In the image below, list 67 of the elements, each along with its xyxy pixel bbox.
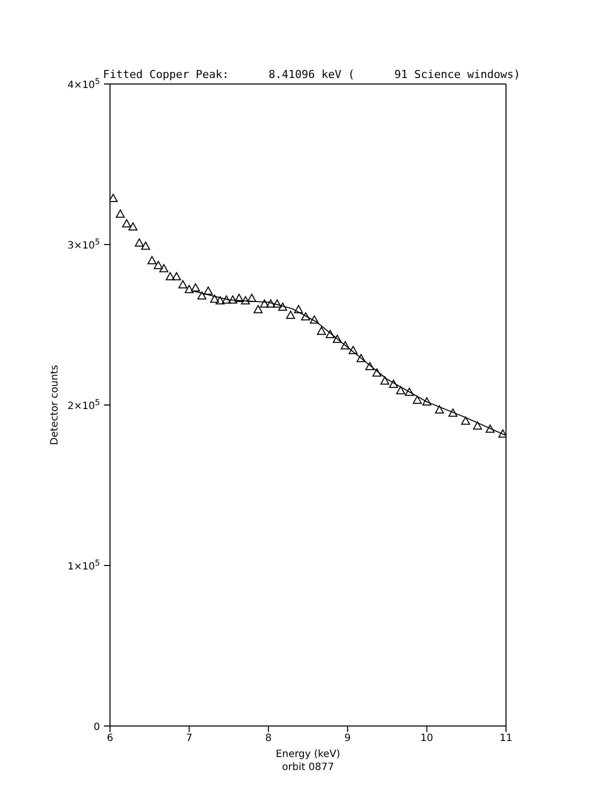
point	[272, 299, 282, 308]
point	[286, 310, 296, 319]
x-tick-label: 6	[106, 733, 114, 744]
point	[380, 376, 390, 385]
point	[348, 346, 358, 354]
point	[365, 362, 374, 370]
point	[266, 299, 276, 308]
x-tick-label: 9	[344, 733, 351, 744]
point	[498, 429, 506, 438]
point	[216, 296, 225, 304]
point	[434, 405, 444, 414]
y-axis-title: Detector counts	[50, 364, 61, 446]
x-tick-label: 11	[500, 733, 512, 744]
point	[396, 386, 406, 394]
point	[128, 222, 138, 231]
point	[461, 416, 470, 425]
point	[260, 299, 269, 308]
y-tick-label: 1×10$^{5}$	[67, 558, 100, 572]
point	[356, 354, 366, 362]
point	[191, 283, 200, 292]
x-axis-title: Energy (keV)	[276, 749, 340, 760]
point	[210, 294, 220, 303]
point	[294, 305, 303, 314]
y-tick-label: 0	[94, 722, 100, 733]
y-tick-label: 2×10$^{5}$	[67, 398, 100, 412]
point	[240, 296, 250, 304]
point	[254, 305, 263, 314]
point	[301, 312, 310, 320]
point	[472, 421, 482, 430]
y-tick-label: 3×10$^{5}$	[67, 237, 100, 252]
point	[448, 408, 458, 417]
point	[228, 295, 238, 304]
point	[141, 242, 150, 250]
point	[172, 272, 182, 280]
point	[122, 219, 132, 228]
point	[332, 334, 342, 343]
point	[159, 264, 168, 272]
x-tick-label: 10	[420, 733, 434, 744]
point	[166, 272, 175, 280]
point	[316, 326, 326, 335]
point	[184, 284, 194, 294]
point	[326, 330, 335, 338]
x-tick-label: 8	[265, 733, 272, 744]
point	[389, 380, 398, 388]
point	[197, 291, 206, 300]
point	[178, 280, 188, 288]
point	[110, 194, 118, 202]
point	[278, 302, 288, 311]
point	[234, 294, 244, 302]
y-tick-label: 4×10$^{5}$	[67, 76, 100, 91]
point	[204, 286, 213, 295]
text: orbit 0877	[282, 762, 334, 773]
point	[147, 256, 156, 264]
point	[412, 396, 422, 404]
point	[247, 294, 256, 302]
point	[404, 388, 414, 396]
point	[134, 238, 144, 247]
point	[222, 295, 231, 304]
point	[372, 368, 382, 377]
point	[154, 260, 163, 270]
point	[310, 315, 319, 324]
point	[486, 424, 495, 433]
point	[116, 210, 125, 218]
chart-title: Fitted Copper Peak: 8.41096 keV ( 91 Science windows)	[103, 68, 520, 81]
x-tick-label: 7	[186, 733, 192, 744]
point	[340, 341, 350, 350]
point	[422, 397, 432, 406]
